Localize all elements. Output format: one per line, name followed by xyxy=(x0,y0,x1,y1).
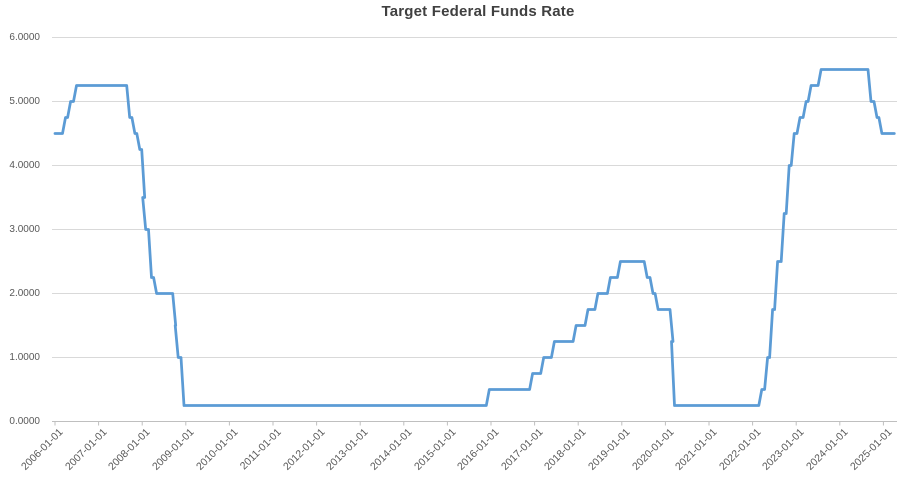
chart-title: Target Federal Funds Rate xyxy=(381,3,575,20)
rate-line-series xyxy=(53,68,896,407)
y-tick-label: 1.0000 xyxy=(9,352,40,363)
y-tick-label: 3.0000 xyxy=(9,224,40,235)
y-tick-label: 6.0000 xyxy=(9,32,40,43)
y-tick-label: 5.0000 xyxy=(9,96,40,107)
y-tick-label: 0.0000 xyxy=(9,416,40,427)
y-tick-label: 2.0000 xyxy=(9,288,40,299)
y-tick-label: 4.0000 xyxy=(9,160,40,171)
